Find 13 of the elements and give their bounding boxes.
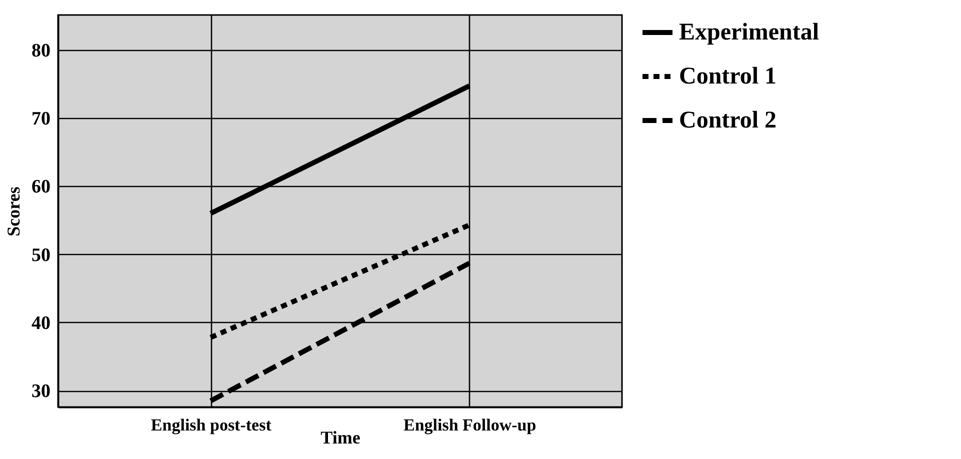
x-tick-label: English post-test (150, 416, 272, 434)
y-tick-label: 40 (32, 312, 50, 334)
legend-label: Control 1 (679, 64, 777, 90)
y-tick-label: 70 (32, 108, 50, 130)
legend-label: Experimental (679, 20, 820, 46)
y-tick-label: 80 (32, 40, 50, 62)
x-tick-label: English Follow-up (403, 416, 536, 434)
y-tick-label: 50 (32, 244, 50, 266)
legend-label: Control 2 (679, 108, 777, 134)
y-tick-label: 60 (32, 176, 50, 198)
x-axis-title: Time (320, 428, 360, 448)
y-axis-title: Scores (4, 186, 24, 236)
y-tick-label: 30 (32, 381, 50, 402)
